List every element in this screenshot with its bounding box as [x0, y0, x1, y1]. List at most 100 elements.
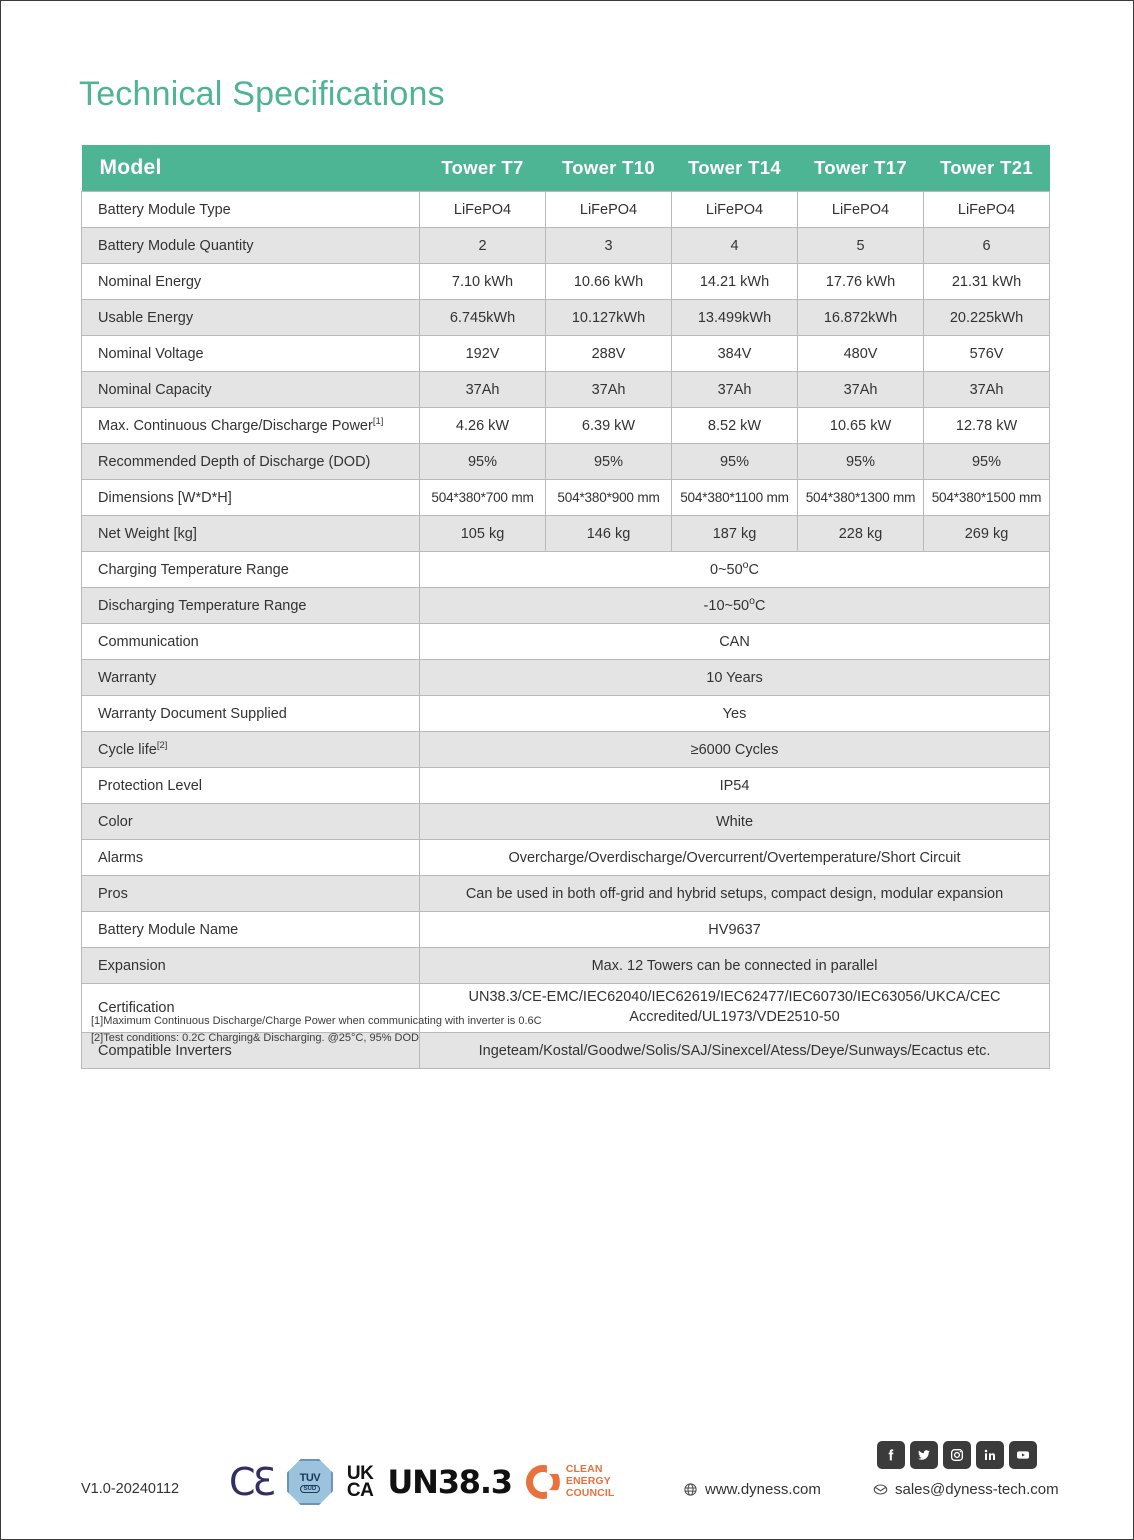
row-value: 20.225kWh: [923, 299, 1050, 336]
row-value: 192V: [419, 335, 546, 372]
row-label: Nominal Capacity: [81, 371, 420, 408]
row-value-merged: CAN: [419, 623, 1050, 660]
instagram-icon[interactable]: [943, 1441, 971, 1469]
table-row: Usable Energy 6.745kWh 10.127kWh 13.499kWh 1…: [81, 299, 1050, 336]
row-value: 37Ah: [545, 371, 672, 408]
row-value-merged: Overcharge/Overdischarge/Overcurrent/Ove…: [419, 839, 1050, 876]
row-label: Communication: [81, 623, 420, 660]
certification-logos: CƐ TUV SUD UK CA UN38.3 CLEAN ENERGY COU…: [229, 1459, 614, 1505]
row-value: 4.26 kW: [419, 407, 546, 444]
social-links[interactable]: [877, 1441, 1037, 1469]
website-contact[interactable]: www.dyness.com: [683, 1481, 821, 1498]
row-label: Nominal Energy: [81, 263, 420, 300]
footnote-1: [1]Maximum Continuous Discharge/Charge P…: [91, 1015, 542, 1027]
table-row: Alarms Overcharge/Overdischarge/Overcurre…: [81, 839, 1050, 876]
row-label: Warranty: [81, 659, 420, 696]
row-label: Alarms: [81, 839, 420, 876]
row-value: 3: [545, 227, 672, 264]
row-value: 37Ah: [797, 371, 924, 408]
row-value: 95%: [419, 443, 546, 480]
row-value: 7.10 kWh: [419, 263, 546, 300]
row-label: Battery Module Type: [81, 191, 420, 228]
row-label: Expansion: [81, 947, 420, 984]
row-value: 10.65 kW: [797, 407, 924, 444]
row-value: 504*380*1500 mm: [923, 479, 1050, 516]
column-header-model: Model: [81, 145, 420, 192]
row-value: 2: [419, 227, 546, 264]
row-value: 95%: [797, 443, 924, 480]
table-header: Model Tower T7 Tower T10 Tower T14 Tower…: [81, 145, 1050, 192]
row-value: 6.745kWh: [419, 299, 546, 336]
row-value: 504*380*1100 mm: [671, 479, 798, 516]
linkedin-icon[interactable]: [976, 1441, 1004, 1469]
website-url: www.dyness.com: [705, 1481, 821, 1498]
table-row: Nominal Voltage 192V 288V 384V 480V 576V: [81, 335, 1050, 372]
footnote-marker: [1]: [372, 415, 384, 427]
globe-icon: [683, 1482, 698, 1497]
table-row: Communication CAN: [81, 623, 1050, 660]
cec-c-glyph: [525, 1465, 560, 1499]
row-value-merged: 10 Years: [419, 659, 1050, 696]
facebook-icon[interactable]: [877, 1441, 905, 1469]
row-value: 4: [671, 227, 798, 264]
table-row: Pros Can be used in both off-grid and hyb…: [81, 875, 1050, 912]
table-row: Max. Continuous Charge/Discharge Power[1…: [81, 407, 1050, 444]
ukca-mark-icon: UK CA: [346, 1462, 374, 1501]
row-value: 576V: [923, 335, 1050, 372]
email-contact[interactable]: sales@dyness-tech.com: [873, 1481, 1059, 1498]
row-value-merged: HV9637: [419, 911, 1050, 948]
youtube-icon[interactable]: [1009, 1441, 1037, 1469]
row-label: Pros: [81, 875, 420, 912]
row-value: 37Ah: [671, 371, 798, 408]
ce-mark-icon: CƐ: [229, 1460, 276, 1504]
row-value: 10.66 kWh: [545, 263, 672, 300]
footnote-marker: [2]: [156, 739, 168, 751]
row-value: 480V: [797, 335, 924, 372]
row-value: LiFePO4: [797, 191, 924, 228]
row-value-merged: -10~50oC: [419, 587, 1050, 624]
table-row: Battery Module Quantity 2 3 4 5 6: [81, 227, 1050, 264]
row-value-merged: White: [419, 803, 1050, 840]
row-label: Certification: [81, 983, 420, 1033]
row-value: 37Ah: [419, 371, 546, 408]
table-row: Expansion Max. 12 Towers can be connected…: [81, 947, 1050, 984]
row-value: 146 kg: [545, 515, 672, 552]
row-value: 95%: [545, 443, 672, 480]
row-value: 504*380*1300 mm: [797, 479, 924, 516]
un38-3-mark-icon: UN38.3: [387, 1463, 513, 1501]
column-header-tower-t14: Tower T14: [671, 145, 798, 192]
envelope-icon: [873, 1482, 888, 1497]
row-value: 288V: [545, 335, 672, 372]
row-label: Dimensions [W*D*H]: [81, 479, 420, 516]
row-value: 10.127kWh: [545, 299, 672, 336]
specifications-table-wrapper: Model Tower T7 Tower T10 Tower T14 Tower…: [81, 145, 1050, 1069]
table-body: Battery Module Type LiFePO4 LiFePO4 LiFePO4…: [81, 191, 1050, 1069]
row-value: 269 kg: [923, 515, 1050, 552]
table-header-row: Model Tower T7 Tower T10 Tower T14 Tower…: [81, 145, 1050, 192]
row-label: Compatible Inverters: [81, 1032, 420, 1069]
page-title: Technical Specifications: [79, 75, 445, 113]
column-header-tower-t21: Tower T21: [923, 145, 1050, 192]
row-value: 8.52 kW: [671, 407, 798, 444]
row-value: 187 kg: [671, 515, 798, 552]
row-value: 504*380*700 mm: [419, 479, 546, 516]
row-label: Discharging Temperature Range: [81, 587, 420, 624]
row-value: LiFePO4: [419, 191, 546, 228]
degree-symbol: o: [749, 594, 755, 607]
row-value-merged: UN38.3/CE-EMC/IEC62040/IEC62619/IEC62477…: [419, 983, 1050, 1033]
row-value: LiFePO4: [671, 191, 798, 228]
table-row: Discharging Temperature Range -10~50oC: [81, 587, 1050, 624]
table-row: Protection Level IP54: [81, 767, 1050, 804]
row-label: Warranty Document Supplied: [81, 695, 420, 732]
table-row: Charging Temperature Range 0~50oC: [81, 551, 1050, 588]
row-label: Battery Module Quantity: [81, 227, 420, 264]
row-label: Cycle life[2]: [81, 731, 420, 768]
table-row: Nominal Capacity 37Ah 37Ah 37Ah 37Ah 37Ah: [81, 371, 1050, 408]
row-value: 95%: [671, 443, 798, 480]
twitter-icon[interactable]: [910, 1441, 938, 1469]
table-row: Cycle life[2] ≥6000 Cycles: [81, 731, 1050, 768]
row-value: 16.872kWh: [797, 299, 924, 336]
tuv-sud-mark-icon: TUV SUD: [286, 1459, 333, 1505]
row-value: 105 kg: [419, 515, 546, 552]
